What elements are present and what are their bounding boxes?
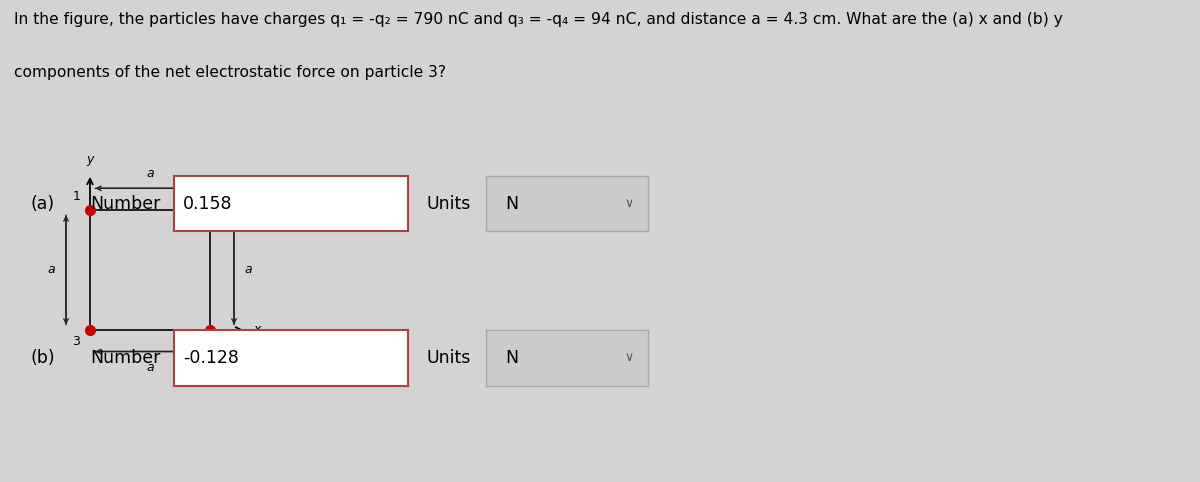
Text: a: a <box>146 361 154 374</box>
Text: a: a <box>146 167 154 180</box>
Text: Units: Units <box>426 349 470 367</box>
Text: x: x <box>253 323 260 336</box>
Text: N: N <box>505 195 518 213</box>
Text: ∨: ∨ <box>624 197 634 210</box>
Text: ∨: ∨ <box>624 351 634 364</box>
Text: a: a <box>48 264 55 276</box>
Text: Number: Number <box>90 195 161 213</box>
Text: In the figure, the particles have charges q₁ = -q₂ = 790 nC and q₃ = -q₄ = 94 nC: In the figure, the particles have charge… <box>14 12 1063 27</box>
Text: Units: Units <box>426 195 470 213</box>
Text: 1: 1 <box>72 190 80 203</box>
Text: -0.128: -0.128 <box>184 349 239 367</box>
Text: 2: 2 <box>216 190 224 203</box>
Text: (a): (a) <box>30 195 54 213</box>
Text: N: N <box>505 349 518 367</box>
Text: Number: Number <box>90 349 161 367</box>
Text: 0.158: 0.158 <box>184 195 233 213</box>
Text: 4: 4 <box>216 335 224 348</box>
Text: components of the net electrostatic force on particle 3?: components of the net electrostatic forc… <box>14 65 446 80</box>
Text: a: a <box>245 264 252 276</box>
Text: (b): (b) <box>30 349 55 367</box>
Text: 3: 3 <box>72 335 80 348</box>
Text: y: y <box>86 152 94 165</box>
